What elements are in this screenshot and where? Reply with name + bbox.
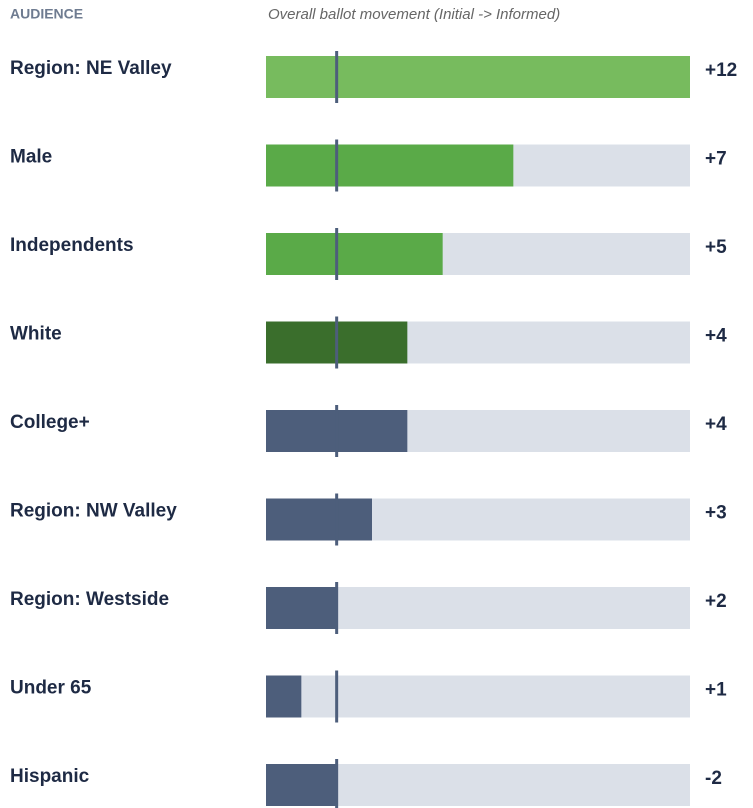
bar (266, 764, 337, 806)
category-label: College+ (10, 412, 90, 433)
bar (266, 675, 302, 718)
value-label: -2 (705, 768, 722, 789)
bar (266, 233, 443, 275)
category-label: White (10, 324, 62, 345)
value-label: +3 (705, 503, 727, 524)
subtitle: Overall ballot movement (Initial -> Info… (268, 6, 560, 23)
category-label: Under 65 (10, 678, 92, 699)
category-header: AUDIENCE (10, 6, 83, 22)
value-label: +2 (705, 591, 727, 612)
category-label: Hispanic (10, 766, 90, 787)
category-label: Independents (10, 235, 134, 256)
value-label: +1 (705, 680, 727, 701)
value-label: +7 (705, 149, 727, 170)
bar (266, 587, 337, 629)
value-label: +4 (705, 414, 727, 435)
value-label: +4 (705, 326, 727, 347)
value-label: +12 (705, 60, 737, 81)
category-label: Region: NE Valley (10, 58, 172, 79)
category-label: Male (10, 147, 52, 168)
category-label: Region: Westside (10, 589, 169, 610)
bar (266, 144, 514, 187)
bar (266, 498, 372, 541)
value-label: +5 (705, 237, 727, 258)
bar-track (266, 675, 690, 718)
bar (266, 56, 690, 98)
category-label: Region: NW Valley (10, 501, 177, 522)
